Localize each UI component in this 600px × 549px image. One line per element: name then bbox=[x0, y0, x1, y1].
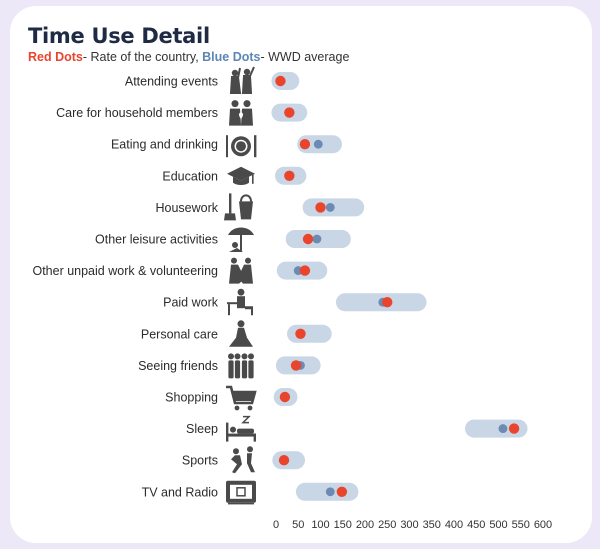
red-dot bbox=[284, 170, 295, 181]
range-bar bbox=[287, 324, 332, 343]
chart-row: TV and Radio bbox=[142, 480, 359, 505]
x-tick-label: 500 bbox=[489, 519, 507, 531]
category-label: Eating and drinking bbox=[111, 138, 218, 152]
chart-title: Time Use Detail bbox=[28, 24, 210, 48]
personal-care-icon bbox=[229, 320, 253, 347]
x-tick-label: 300 bbox=[400, 519, 418, 531]
chart-row: Seeing friends bbox=[138, 353, 321, 379]
blue-dot bbox=[325, 487, 335, 497]
red-dot bbox=[295, 328, 306, 339]
x-tick-label: 200 bbox=[356, 519, 374, 531]
red-dot bbox=[315, 202, 326, 213]
care-household-icon bbox=[229, 100, 253, 126]
red-dot bbox=[284, 107, 295, 118]
red-dot bbox=[278, 455, 290, 466]
chart-row: Shopping bbox=[165, 385, 298, 411]
blue-dot bbox=[325, 202, 335, 212]
red-dot bbox=[299, 265, 311, 276]
x-tick-label: 400 bbox=[445, 519, 463, 531]
chart-row: Care for household members bbox=[56, 100, 308, 126]
chart-row: Personal care bbox=[141, 320, 332, 347]
x-tick-label: 450 bbox=[467, 519, 485, 531]
chart-row: Eating and drinking bbox=[111, 135, 342, 158]
red-dot bbox=[279, 391, 291, 403]
x-tick-label: 50 bbox=[292, 519, 304, 531]
x-tick-label: 600 bbox=[534, 519, 552, 531]
eating-drinking-icon bbox=[226, 135, 257, 158]
paid-work-icon bbox=[227, 288, 253, 316]
category-label: TV and Radio bbox=[142, 485, 218, 499]
x-tick-label: 0 bbox=[273, 519, 279, 531]
category-label: Other leisure activities bbox=[95, 233, 218, 247]
chart-row: Other leisure activities bbox=[95, 227, 351, 252]
chart-row: Sleep bbox=[186, 415, 528, 442]
volunteering-icon bbox=[229, 257, 253, 284]
x-tick-label: 150 bbox=[334, 519, 352, 531]
category-label: Attending events bbox=[125, 75, 218, 89]
chart-row: Attending events bbox=[125, 66, 300, 94]
x-tick-label: 350 bbox=[423, 519, 441, 531]
category-label: Sleep bbox=[186, 422, 218, 436]
leisure-icon bbox=[228, 227, 254, 252]
blue-dot bbox=[313, 139, 323, 149]
legend-red-text: - Rate of the country, bbox=[82, 50, 199, 64]
legend-red-label: Red Dots bbox=[28, 50, 83, 64]
category-label: Paid work bbox=[163, 296, 219, 310]
chart-row: Other unpaid work & volunteering bbox=[32, 257, 328, 284]
x-tick-label: 250 bbox=[378, 519, 396, 531]
red-dot bbox=[290, 360, 302, 371]
tv-radio-icon bbox=[226, 480, 256, 505]
sleep-icon bbox=[226, 415, 256, 442]
legend-blue-text: - WWD average bbox=[260, 50, 350, 64]
category-label: Sports bbox=[182, 454, 218, 468]
chart-row: Paid work bbox=[163, 288, 427, 316]
red-dot bbox=[336, 486, 348, 497]
blue-dot bbox=[498, 424, 508, 434]
housework-icon bbox=[224, 193, 253, 221]
category-label: Personal care bbox=[141, 327, 218, 341]
attending-events-icon bbox=[229, 66, 255, 94]
sports-icon bbox=[231, 446, 255, 474]
red-dot bbox=[275, 75, 286, 87]
red-dot bbox=[302, 233, 314, 245]
category-label: Seeing friends bbox=[138, 359, 218, 373]
chart-row: Education bbox=[162, 166, 307, 186]
education-icon bbox=[227, 166, 255, 186]
x-tick-label: 100 bbox=[311, 519, 329, 531]
legend-blue-label: Blue Dots bbox=[202, 50, 261, 64]
blue-dot bbox=[312, 234, 322, 244]
x-tick-label: 550 bbox=[512, 519, 530, 531]
red-dot bbox=[299, 139, 311, 150]
category-label: Other unpaid work & volunteering bbox=[32, 264, 218, 278]
category-label: Housework bbox=[155, 201, 218, 215]
red-dot bbox=[382, 297, 393, 308]
seeing-friends-icon bbox=[228, 353, 254, 379]
red-dot bbox=[508, 423, 520, 434]
shopping-icon bbox=[226, 385, 257, 411]
chart-row: Sports bbox=[182, 446, 306, 474]
chart-subtitle: Red Dots- Rate of the country, Blue Dots… bbox=[28, 50, 349, 64]
chart-row: Housework bbox=[155, 193, 365, 221]
category-label: Care for household members bbox=[56, 106, 218, 120]
category-label: Shopping bbox=[165, 391, 218, 405]
category-label: Education bbox=[162, 169, 218, 183]
